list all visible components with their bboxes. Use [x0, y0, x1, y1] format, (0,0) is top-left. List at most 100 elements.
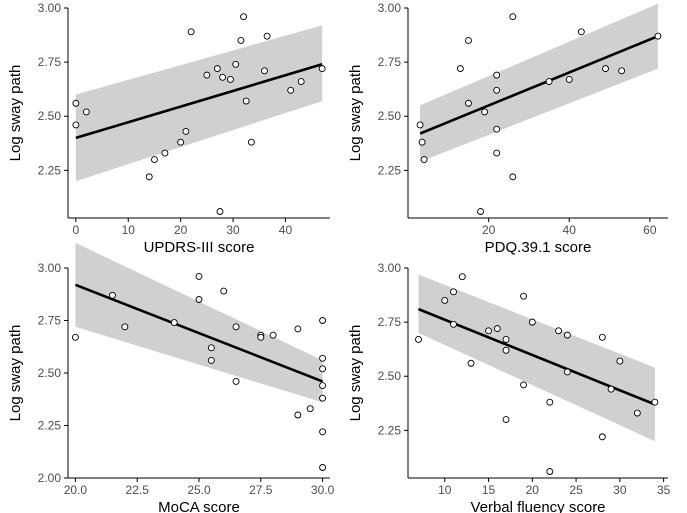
- data-point: [318, 65, 326, 73]
- regression-line: [419, 34, 659, 135]
- data-point: [420, 156, 428, 163]
- data-point: [182, 127, 190, 135]
- x-tick-label: 22.5: [126, 483, 150, 497]
- y-tick-label: 2.00: [38, 471, 62, 485]
- data-point: [71, 333, 79, 341]
- data-point: [263, 32, 271, 40]
- data-point: [72, 121, 80, 129]
- x-axis-title: Verbal fluency score: [470, 499, 605, 513]
- data-point: [145, 173, 153, 181]
- y-axis-title: Log sway path: [7, 325, 24, 422]
- data-point: [520, 292, 528, 300]
- data-point: [565, 75, 573, 83]
- y-tick-label: 2.50: [378, 369, 402, 383]
- y-tick-label: 2.50: [38, 366, 62, 380]
- y-tick-label: 2.25: [38, 419, 62, 433]
- data-point: [242, 97, 250, 105]
- x-tick-label: 30.0: [311, 483, 335, 497]
- data-point: [319, 317, 327, 324]
- x-tick-label: 40: [563, 223, 577, 237]
- data-point: [416, 121, 424, 129]
- data-point: [528, 318, 536, 326]
- y-axis-title: Log sway path: [7, 65, 24, 162]
- data-point: [151, 156, 158, 163]
- x-tick-label: 20: [482, 223, 496, 237]
- y-tick-label: 2.75: [38, 314, 62, 328]
- data-point: [651, 398, 659, 406]
- x-tick-label: 10: [122, 223, 136, 237]
- data-point: [319, 365, 327, 373]
- confidence-band: [75, 242, 323, 403]
- data-point: [520, 381, 528, 389]
- data-point: [207, 356, 215, 364]
- data-point: [509, 13, 517, 21]
- data-point: [319, 428, 327, 436]
- x-tick-label: 10: [438, 483, 452, 497]
- data-point: [82, 108, 90, 116]
- y-tick-label: 2.25: [38, 163, 62, 177]
- data-point: [509, 173, 517, 181]
- data-point: [563, 368, 571, 376]
- data-point: [261, 67, 268, 75]
- data-point: [616, 357, 624, 365]
- x-tick-label: 30: [613, 483, 627, 497]
- data-point: [319, 382, 327, 390]
- confidence-band: [420, 3, 658, 162]
- data-point: [232, 377, 240, 385]
- data-point: [418, 138, 426, 146]
- data-point: [195, 296, 203, 303]
- x-axis-title: UPDRS-III score: [144, 239, 255, 256]
- x-axis-title: MoCA score: [158, 499, 240, 513]
- data-point: [546, 398, 554, 406]
- data-point: [269, 331, 277, 339]
- y-tick-label: 3.00: [38, 1, 62, 15]
- data-point: [598, 433, 606, 441]
- data-point: [493, 71, 501, 79]
- data-point: [502, 335, 510, 343]
- x-tick-label: 0: [73, 223, 80, 237]
- data-point: [493, 325, 501, 333]
- data-point: [546, 468, 554, 475]
- data-point: [415, 335, 422, 343]
- y-tick-label: 3.00: [38, 261, 62, 275]
- data-point: [237, 37, 245, 44]
- data-point: [232, 60, 240, 68]
- data-point: [220, 287, 228, 295]
- y-tick-label: 2.25: [378, 163, 402, 177]
- data-point: [195, 272, 203, 280]
- data-point: [207, 344, 215, 352]
- data-point: [450, 288, 457, 296]
- x-tick-label: 15: [482, 483, 496, 497]
- data-point: [257, 333, 265, 341]
- x-tick-label: 20: [174, 223, 188, 237]
- y-tick-label: 3.00: [378, 261, 402, 275]
- data-point: [502, 416, 510, 423]
- x-tick-label: 20: [526, 483, 540, 497]
- data-point: [319, 354, 327, 362]
- y-axis-title: Log sway path: [347, 65, 364, 162]
- data-point: [287, 86, 295, 94]
- data-point: [450, 320, 457, 328]
- data-point: [177, 138, 185, 146]
- data-point: [633, 409, 641, 417]
- data-point: [456, 65, 464, 73]
- x-tick-label: 60: [643, 223, 657, 237]
- data-point: [602, 65, 609, 73]
- data-point: [247, 138, 255, 146]
- y-tick-label: 2.75: [378, 315, 402, 329]
- data-point: [226, 75, 234, 83]
- data-point: [465, 37, 472, 44]
- data-point: [441, 297, 449, 304]
- y-tick-label: 2.75: [38, 55, 62, 69]
- x-tick-label: 20.0: [64, 483, 88, 497]
- data-point: [161, 149, 169, 157]
- x-tick-label: 40: [279, 223, 293, 237]
- data-point: [607, 385, 615, 393]
- x-axis-title: PDQ.39.1 score: [485, 239, 592, 256]
- data-point: [493, 125, 501, 133]
- x-tick-label: 27.5: [249, 483, 273, 497]
- y-tick-label: 2.50: [378, 109, 402, 123]
- data-point: [297, 78, 305, 86]
- data-point: [545, 78, 553, 86]
